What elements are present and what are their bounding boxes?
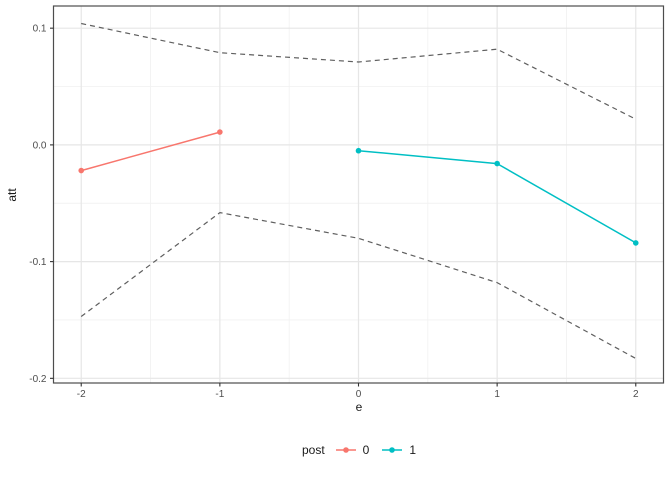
y-axis-title: att (5, 188, 19, 202)
data-point-post-1 (355, 147, 362, 154)
data-point-post-1 (494, 160, 500, 167)
legend-key-icon (335, 447, 356, 453)
x-axis-title: e (355, 400, 363, 414)
legend-key-point (389, 447, 396, 453)
y-tick-label: 0.1 (33, 24, 47, 35)
legend-entry-1: 1 (381, 443, 416, 457)
x-tick-label: 2 (633, 389, 639, 400)
x-tick-label: -2 (77, 389, 86, 400)
x-tick-label: 1 (494, 389, 500, 400)
x-tick-label: 0 (356, 389, 362, 400)
y-tick-label: -0.1 (29, 257, 47, 268)
legend-title: post (301, 443, 325, 457)
series-line-post-0 (80, 131, 221, 172)
data-point-post-0 (217, 129, 223, 135)
data-point-post-1 (632, 240, 639, 246)
legend-key-icon (382, 447, 403, 453)
series-line-ci-upper (81, 22, 637, 120)
plot-area: -2 -1 0 1 2 0.1 0.0 -0.1 -0.2 (29, 5, 665, 400)
legend-entry-label: 1 (409, 443, 417, 457)
legend-entry-label: 0 (362, 443, 370, 457)
legend-key-point (342, 447, 349, 453)
data-point-post-0 (78, 167, 85, 174)
legend-entry-0: 0 (335, 443, 370, 457)
y-tick-label: -0.2 (29, 374, 47, 385)
y-tick-label: 0.0 (33, 140, 47, 151)
x-tick-label: -1 (215, 389, 224, 400)
